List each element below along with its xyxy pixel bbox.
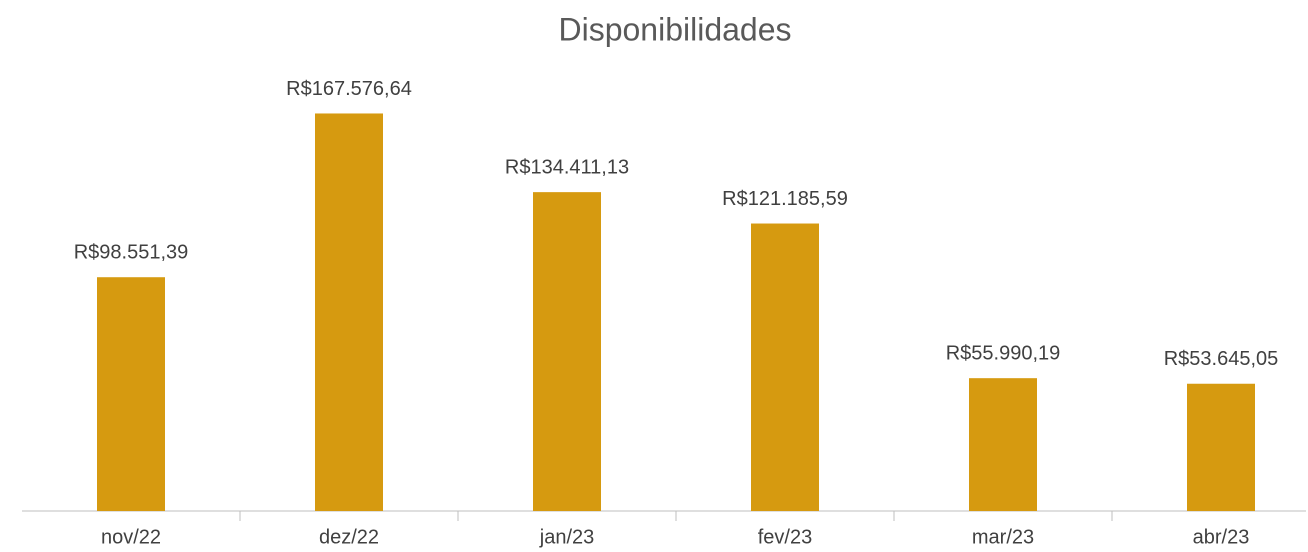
data-label: R$98.551,39 <box>74 241 189 263</box>
bar <box>1187 383 1255 511</box>
bar <box>969 378 1037 511</box>
bar <box>751 223 819 511</box>
x-tick-label: abr/23 <box>1193 526 1250 548</box>
x-tick-label: dez/22 <box>319 526 379 548</box>
x-tick-label: mar/23 <box>972 526 1034 548</box>
x-tick-label: fev/23 <box>758 526 812 548</box>
bar <box>97 277 165 511</box>
data-label: R$167.576,64 <box>286 78 412 100</box>
x-tick-label: jan/23 <box>539 526 595 548</box>
data-label: R$53.645,05 <box>1164 348 1279 370</box>
data-label: R$134.411,13 <box>505 156 629 178</box>
bar <box>315 113 383 511</box>
chart-title: Disponibilidades <box>558 11 791 47</box>
data-label: R$55.990,19 <box>946 342 1061 364</box>
bar <box>533 192 601 512</box>
data-label: R$121.185,59 <box>722 188 848 210</box>
x-tick-label: nov/22 <box>101 526 161 548</box>
